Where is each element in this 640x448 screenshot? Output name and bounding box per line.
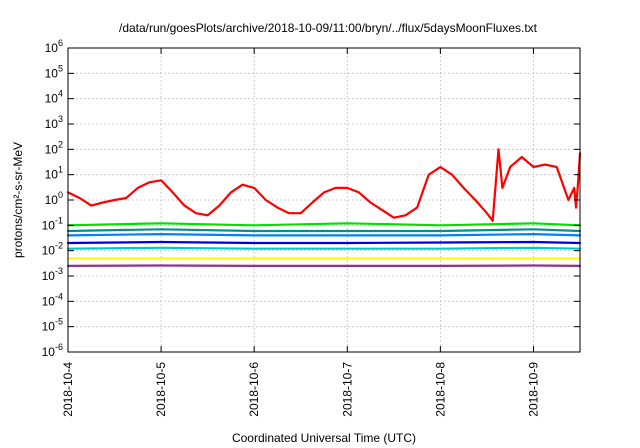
series-line <box>66 240 582 245</box>
x-tick-label: 2018-10-7 <box>340 362 354 417</box>
y-tick-label: 10-2 <box>42 241 63 258</box>
series-line <box>66 246 582 250</box>
y-tick-label: 106 <box>45 38 63 55</box>
y-tick-label: 105 <box>45 63 63 80</box>
series-layer <box>66 148 582 267</box>
chart-title: /data/run/goesPlots/archive/2018-10-09/1… <box>119 21 538 35</box>
grid-layer <box>68 48 580 352</box>
x-tick-label: 2018-10-5 <box>154 362 168 417</box>
y-tick-label: 100 <box>45 190 63 207</box>
x-tick-label: 2018-10-9 <box>526 362 540 417</box>
y-tick-label: 102 <box>45 139 63 156</box>
ticks-layer <box>67 47 580 353</box>
y-axis-label: protons/cm²-s-sr-MeV <box>11 142 25 258</box>
y-tick-labels: 10-6 10-5 10-4 10-3 10-2 10-1 100 101 102 103 104 1… <box>42 38 63 359</box>
y-tick-label: 101 <box>45 165 63 182</box>
x-axis-label: Coordinated Universal Time (UTC) <box>232 431 416 445</box>
y-tick-label: 10-4 <box>42 291 63 308</box>
y-tick-label: 104 <box>45 89 63 106</box>
x-tick-label: 2018-10-4 <box>61 362 75 417</box>
series-line <box>66 222 582 227</box>
y-tick-label: 10-6 <box>42 342 63 359</box>
y-tick-label: 103 <box>45 114 63 131</box>
series-line <box>66 233 582 237</box>
x-tick-labels: 2018-10-4 2018-10-5 2018-10-6 2018-10-7 2018… <box>61 362 540 417</box>
series-line <box>66 228 582 233</box>
series-line <box>66 148 582 222</box>
x-tick-label: 2018-10-6 <box>247 362 261 417</box>
y-tick-label: 10-1 <box>42 215 63 232</box>
y-tick-label: 10-5 <box>42 317 63 334</box>
x-tick-label: 2018-10-8 <box>433 362 447 417</box>
y-tick-label: 10-3 <box>42 266 63 283</box>
